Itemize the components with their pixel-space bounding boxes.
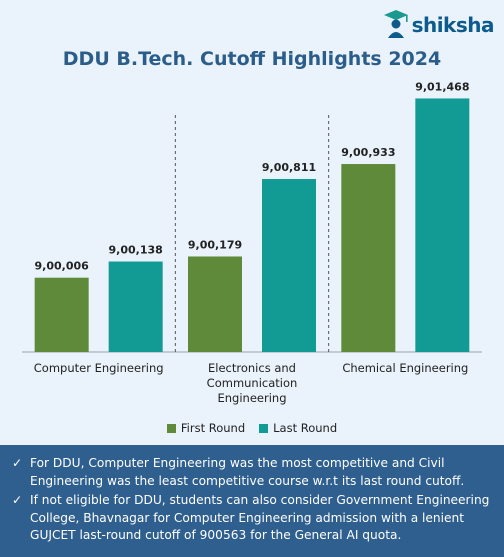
bar-first-round xyxy=(341,164,396,352)
legend-item-first-round: First Round xyxy=(166,421,246,435)
category-label-line: Communication xyxy=(207,376,298,390)
graduate-icon xyxy=(383,10,408,38)
note-item: ✓ For DDU, Computer Engineering was the … xyxy=(12,455,492,490)
data-label: 9,00,811 xyxy=(262,161,316,174)
bar-last-round xyxy=(262,178,316,352)
category-label: Electronics and Communication Engineering xyxy=(207,361,298,405)
legend-swatch-last-round xyxy=(259,423,269,433)
data-label: 9,00,933 xyxy=(341,146,395,159)
category-label: Chemical Engineering xyxy=(342,361,468,375)
category-label-line: Computer Engineering xyxy=(34,361,164,375)
bar-first-round xyxy=(34,277,89,352)
data-label: 9,00,179 xyxy=(188,238,242,251)
category-label-line: Chemical Engineering xyxy=(342,361,468,375)
chart-legend: First Round Last Round xyxy=(0,421,504,435)
brand-name: shiksha xyxy=(411,13,495,37)
bar-last-round xyxy=(108,261,163,352)
category-label-line: Electronics and xyxy=(208,361,296,375)
legend-label-last-round: Last Round xyxy=(273,421,338,435)
data-label: 9,01,468 xyxy=(415,80,469,93)
note-item: ✓ If not eligible for DDU, students can … xyxy=(12,492,492,545)
bar-chart: 9,00,006 9,00,138 Computer Engineering 9,00… xyxy=(22,80,482,405)
note-text: If not eligible for DDU, students can al… xyxy=(30,493,490,542)
bar-first-round xyxy=(188,256,242,352)
check-icon: ✓ xyxy=(12,493,23,507)
legend-swatch-first-round xyxy=(166,423,176,433)
note-text: For DDU, Computer Engineering was the mo… xyxy=(30,456,465,488)
shiksha-logo: shiksha xyxy=(382,8,495,42)
data-label: 9,00,006 xyxy=(35,260,90,273)
legend-label-first-round: First Round xyxy=(180,421,246,435)
chart-title: DDU B.Tech. Cutoff Highlights 2024 xyxy=(62,48,442,70)
bar-last-round xyxy=(415,98,470,352)
check-icon: ✓ xyxy=(12,456,23,470)
data-label: 9,00,138 xyxy=(109,244,163,257)
notes-panel: ✓ For DDU, Computer Engineering was the … xyxy=(0,445,504,557)
category-label: Computer Engineering xyxy=(34,361,164,375)
category-label-line: Engineering xyxy=(218,391,287,405)
legend-item-last-round: Last Round xyxy=(259,421,337,435)
